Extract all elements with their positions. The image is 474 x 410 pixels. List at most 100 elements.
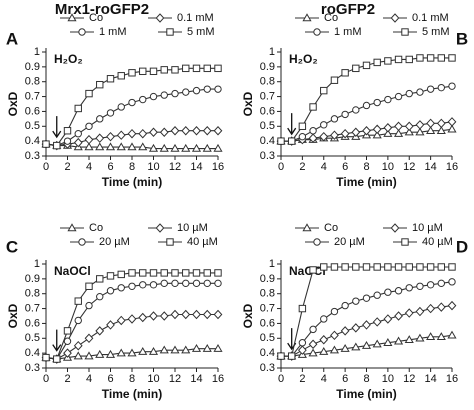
marker <box>277 137 285 145</box>
x-tick-label: 0 <box>43 161 49 173</box>
marker <box>320 86 328 95</box>
marker <box>426 303 436 314</box>
y-tick-label: 0.4 <box>25 347 40 359</box>
x-tick-label: 10 <box>147 373 159 385</box>
marker <box>139 67 147 76</box>
marker <box>426 332 436 340</box>
marker <box>277 352 285 360</box>
y-tick-label: 0.9 <box>25 61 40 73</box>
marker <box>181 345 191 354</box>
y-tick-label: 0.7 <box>260 302 275 314</box>
marker <box>213 309 223 320</box>
marker <box>95 133 105 143</box>
marker <box>149 281 158 289</box>
column-title: Mrx1-roGFP2 <box>55 1 149 18</box>
x-tick-label: 16 <box>446 373 458 385</box>
marker <box>298 132 307 141</box>
marker <box>437 83 446 92</box>
marker <box>106 287 115 295</box>
legend-label: 40 µM <box>187 236 218 248</box>
annotation: H₂O₂ <box>289 52 318 66</box>
y-tick-label: 0.5 <box>25 120 40 132</box>
marker <box>351 342 361 351</box>
y-tick-label: 0.6 <box>260 105 275 117</box>
marker <box>139 95 147 104</box>
marker <box>148 346 159 355</box>
x-tick-label: 6 <box>107 373 113 385</box>
marker <box>393 336 404 345</box>
arrow-head <box>52 344 62 352</box>
y-tick-label: 0.5 <box>260 120 275 132</box>
marker <box>448 263 456 271</box>
marker <box>202 343 212 352</box>
marker <box>181 126 191 136</box>
marker <box>330 130 339 140</box>
x-tick-label: 6 <box>107 161 113 173</box>
x-tick-label: 0 <box>43 373 49 385</box>
marker <box>426 281 435 289</box>
marker <box>341 301 349 310</box>
marker <box>298 304 307 313</box>
marker <box>127 128 137 139</box>
marker <box>74 297 82 305</box>
marker <box>308 133 318 143</box>
legend-label: 5 mM <box>187 26 215 38</box>
marker <box>106 75 115 83</box>
x-tick-label: 6 <box>342 373 348 385</box>
marker <box>138 142 148 151</box>
marker <box>340 128 350 139</box>
x-tick-label: 10 <box>382 161 394 173</box>
panel-label: B <box>456 29 468 48</box>
marker <box>106 109 115 117</box>
marker <box>393 129 404 137</box>
panel-label: A <box>6 29 18 48</box>
y-tick-label: 1 <box>269 46 275 58</box>
marker <box>313 28 321 36</box>
x-tick-label: 0 <box>278 373 284 385</box>
marker <box>309 325 317 334</box>
marker <box>171 89 179 98</box>
marker <box>96 115 104 123</box>
y-tick-label: 1 <box>34 258 40 270</box>
marker <box>155 13 165 23</box>
marker <box>116 315 126 326</box>
y-tick-label: 0.9 <box>25 273 40 285</box>
marker <box>192 269 201 277</box>
x-tick-label: 14 <box>425 373 437 385</box>
y-tick-label: 0.3 <box>25 362 40 374</box>
marker <box>404 127 414 136</box>
marker <box>127 348 137 357</box>
marker <box>159 345 169 354</box>
marker <box>415 306 425 317</box>
marker <box>415 333 425 342</box>
x-tick-label: 8 <box>129 373 135 385</box>
marker <box>95 326 105 336</box>
marker <box>149 67 158 76</box>
marker <box>352 106 360 114</box>
y-tick-label: 0.3 <box>260 362 275 374</box>
marker <box>309 103 317 111</box>
marker <box>128 98 136 107</box>
marker <box>116 142 126 151</box>
marker <box>394 311 403 321</box>
marker <box>42 140 50 148</box>
y-tick-label: 0.4 <box>260 347 275 359</box>
marker <box>384 57 392 65</box>
marker <box>84 351 94 360</box>
marker <box>202 309 212 320</box>
marker <box>181 143 191 152</box>
x-tick-label: 4 <box>86 161 92 173</box>
x-tick-label: 16 <box>446 161 458 173</box>
marker <box>67 13 77 22</box>
y-tick-label: 0.4 <box>260 135 275 147</box>
marker <box>96 80 104 89</box>
marker <box>170 126 180 136</box>
marker <box>170 309 180 320</box>
x-tick-label: 12 <box>403 373 415 385</box>
marker <box>63 137 72 145</box>
marker <box>404 335 414 343</box>
marker <box>84 134 94 145</box>
marker <box>95 142 105 151</box>
marker <box>159 127 169 137</box>
